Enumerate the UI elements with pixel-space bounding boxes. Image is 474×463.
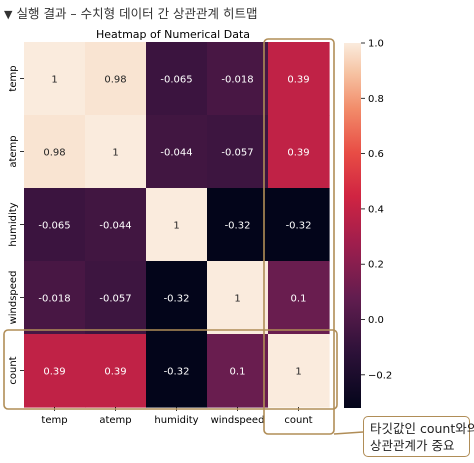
colorbar-tick-label: −0.2	[368, 370, 392, 381]
heatmap-cell	[207, 334, 269, 408]
heatmap-cell	[85, 115, 147, 189]
y-tick-label: atemp	[8, 135, 19, 167]
cell-annotation: 1	[234, 294, 240, 305]
heatmap-cell	[85, 261, 147, 335]
y-tick-label: windspeed	[8, 271, 19, 325]
cell-annotation: -0.32	[286, 221, 312, 232]
callout-connector	[333, 431, 364, 435]
cell-annotation: -0.32	[225, 221, 251, 232]
cell-annotation: 0.1	[230, 367, 246, 378]
chart-title: Heatmap of Numerical Data	[96, 28, 250, 41]
cell-annotation: 0.39	[43, 367, 65, 378]
colorbar-tick-label: 1.0	[368, 39, 384, 50]
y-tick-label: count	[8, 356, 19, 384]
colorbar-tick-label: 0.4	[368, 204, 384, 215]
cell-annotation: -0.057	[221, 148, 253, 159]
heatmap-cell	[207, 188, 269, 262]
heatmap-cell	[268, 334, 330, 408]
colorbar-tick-label: 0.8	[368, 94, 384, 105]
heatmap-cell	[24, 115, 86, 189]
cell-annotation: 1	[112, 148, 118, 159]
cell-annotation: 1	[295, 367, 301, 378]
x-tick-label: count	[284, 415, 312, 426]
callout-note: 타깃값인 count와의 상관관계가 중요	[363, 416, 474, 457]
cell-annotation: -0.044	[160, 148, 192, 159]
y-tick-label: temp	[8, 65, 19, 91]
x-tick-label: windspeed	[211, 415, 265, 426]
highlight-count-column	[263, 38, 335, 435]
highlight-count-row	[3, 329, 338, 410]
cell-annotation: 1	[51, 75, 57, 86]
callout-line-1: 타깃값인 count와의	[370, 421, 474, 436]
cell-annotation: 0.1	[291, 294, 307, 305]
x-tick-label: temp	[41, 415, 67, 426]
cell-annotation: 0.98	[43, 148, 65, 159]
heatmap-cell	[146, 261, 208, 335]
heatmap-cell	[268, 188, 330, 262]
cell-annotation: 0.98	[104, 75, 126, 86]
heatmap-cell	[85, 334, 147, 408]
heatmap-cell	[85, 42, 147, 116]
colorbar-tick-label: 0.2	[368, 260, 384, 271]
heatmap-cell	[146, 188, 208, 262]
heatmap-cell	[207, 115, 269, 189]
cell-annotation: -0.018	[38, 294, 70, 305]
heatmap-cell	[207, 42, 269, 116]
header-text: 실행 결과 – 수치형 데이터 간 상관관계 히트맵	[16, 6, 258, 21]
triangle-down-icon[interactable]: ▼	[4, 8, 13, 21]
cell-annotation: 0.39	[287, 75, 309, 86]
cell-annotation: 0.39	[104, 367, 126, 378]
cell-annotation: -0.065	[160, 75, 192, 86]
cell-annotation: 0.39	[287, 148, 309, 159]
heatmap-cell	[207, 261, 269, 335]
cell-annotation: -0.065	[38, 221, 70, 232]
heatmap-cell	[268, 42, 330, 116]
colorbar-tick-label: 0.6	[368, 149, 384, 160]
heatmap-cell	[24, 188, 86, 262]
heatmap-cell	[24, 42, 86, 116]
cell-annotation: -0.057	[99, 294, 131, 305]
cell-annotation: -0.32	[164, 367, 190, 378]
heatmap-cell	[268, 115, 330, 189]
colorbar	[344, 43, 361, 408]
cell-annotation: 1	[173, 221, 179, 232]
section-header[interactable]: ▼ 실행 결과 – 수치형 데이터 간 상관관계 히트맵	[4, 3, 258, 22]
heatmap-cell	[146, 42, 208, 116]
heatmap-cell	[24, 261, 86, 335]
heatmap-cell	[146, 115, 208, 189]
heatmap-cell	[146, 334, 208, 408]
cell-annotation: -0.018	[221, 75, 253, 86]
cell-annotation: -0.044	[99, 221, 131, 232]
heatmap-cell	[268, 261, 330, 335]
x-tick-label: humidity	[154, 415, 198, 426]
x-tick-label: atemp	[99, 415, 131, 426]
callout-line-2: 상관관계가 중요	[370, 438, 455, 453]
cell-annotation: -0.32	[164, 294, 190, 305]
heatmap-cell	[85, 188, 147, 262]
heatmap-cell	[24, 334, 86, 408]
colorbar-tick-label: 0.0	[368, 315, 384, 326]
y-tick-label: humidity	[8, 202, 19, 246]
